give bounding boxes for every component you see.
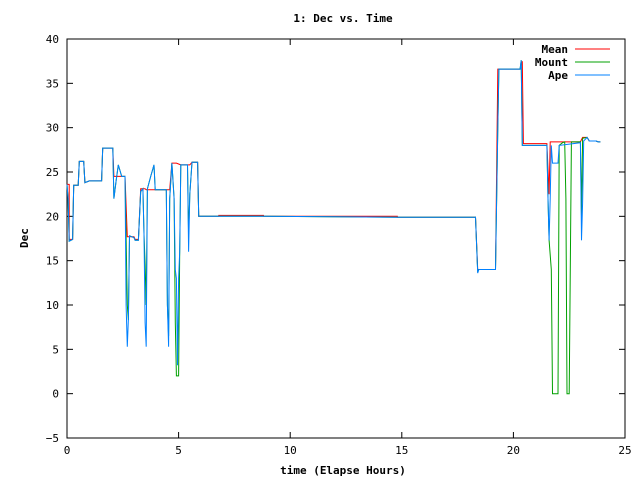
y-tick-label: 35 [46, 77, 59, 90]
y-tick-label: 30 [46, 122, 59, 135]
x-tick-label: 20 [507, 444, 520, 457]
x-tick-label: 15 [395, 444, 408, 457]
y-tick-label: 5 [52, 343, 59, 356]
y-axis-label: Dec [18, 228, 31, 248]
y-axis: −5 0 5 10 15 20 25 30 35 40 [46, 33, 625, 445]
chart-title: 1: Dec vs. Time [293, 12, 393, 25]
y-tick-label: 0 [52, 388, 59, 401]
x-axis: 0 5 10 15 20 25 [64, 39, 632, 457]
plot-area [66, 38, 626, 439]
y-tick-label: 10 [46, 299, 59, 312]
y-tick-label: 40 [46, 33, 59, 46]
y-tick-label: −5 [46, 432, 59, 445]
legend-label-mean: Mean [542, 43, 569, 56]
x-tick-label: 25 [618, 444, 631, 457]
x-tick-label: 10 [284, 444, 297, 457]
x-tick-label: 0 [64, 444, 71, 457]
legend-label-ape: Ape [548, 69, 568, 82]
y-tick-label: 25 [46, 166, 59, 179]
x-tick-label: 5 [175, 444, 182, 457]
y-tick-label: 20 [46, 210, 59, 223]
plot-border [66, 38, 626, 439]
y-tick-label: 15 [46, 255, 59, 268]
x-axis-label: time (Elapse Hours) [280, 464, 406, 477]
series-line-ape [66, 60, 601, 366]
legend-label-mount: Mount [535, 56, 568, 69]
series-layer [66, 60, 601, 395]
